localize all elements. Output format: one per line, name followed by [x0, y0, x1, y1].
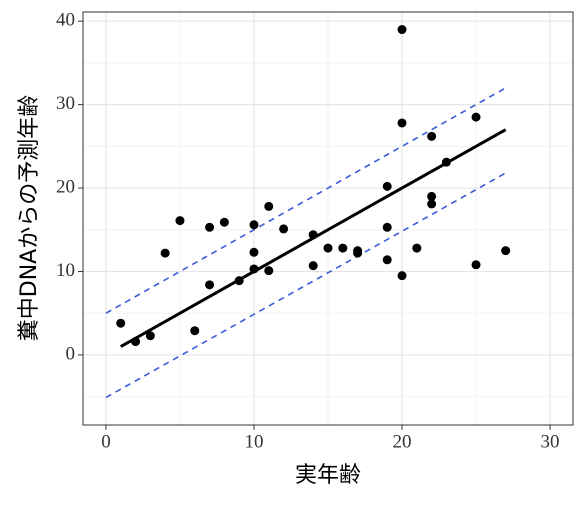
point	[427, 191, 437, 201]
y-tick-label: 10	[56, 260, 75, 281]
point	[397, 118, 407, 128]
point	[471, 112, 481, 122]
point	[382, 181, 392, 191]
x-tick-label: 10	[244, 431, 263, 452]
x-tick-label: 20	[393, 431, 412, 452]
x-tick-label: 0	[101, 431, 111, 452]
point	[145, 331, 155, 341]
point	[190, 326, 200, 336]
point	[501, 246, 511, 256]
y-tick-label: 0	[66, 343, 76, 364]
point	[427, 199, 437, 209]
point	[131, 337, 141, 347]
point	[249, 220, 259, 230]
point	[205, 280, 215, 290]
point	[160, 248, 170, 258]
point	[412, 243, 422, 253]
prediction-band	[105, 172, 507, 399]
panel-border	[82, 11, 574, 426]
point	[338, 243, 348, 253]
x-tick-label: 30	[541, 431, 560, 452]
x-axis-label: 実年齢	[295, 463, 361, 488]
point	[279, 224, 289, 234]
point	[205, 222, 215, 232]
y-axis-label: 糞中DNAからの予測年齢	[17, 95, 42, 341]
point	[471, 260, 481, 270]
point	[234, 276, 244, 286]
point	[308, 261, 318, 271]
point	[249, 264, 259, 274]
y-tick-label: 40	[56, 10, 75, 31]
point	[382, 255, 392, 265]
point	[323, 243, 333, 253]
point	[397, 25, 407, 35]
point	[397, 271, 407, 281]
point	[249, 247, 259, 257]
point	[264, 266, 274, 276]
y-tick-label: 30	[56, 93, 75, 114]
point	[219, 217, 229, 227]
point	[308, 230, 318, 240]
point	[264, 201, 274, 211]
point	[353, 248, 363, 258]
y-tick-label: 20	[56, 176, 75, 197]
point	[382, 222, 392, 232]
point	[427, 131, 437, 141]
point	[175, 216, 185, 226]
point	[116, 318, 126, 328]
point	[441, 157, 451, 167]
prediction-band	[105, 87, 507, 314]
